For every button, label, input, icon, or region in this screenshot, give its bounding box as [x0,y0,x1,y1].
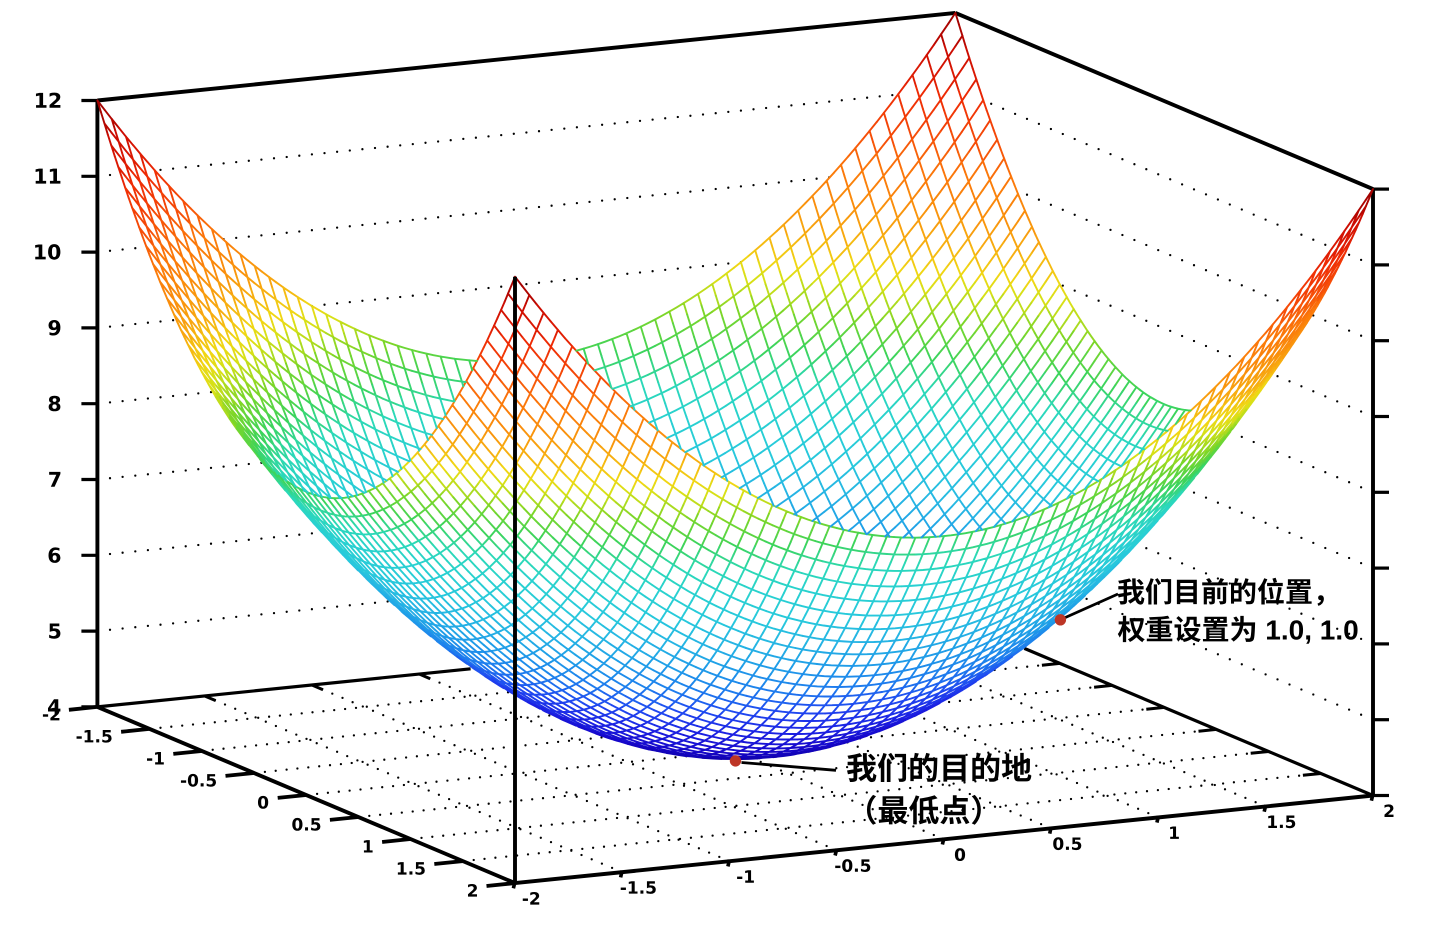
svg-text:1.0, 1.0: 1.0, 1.0 [1265,615,1358,646]
